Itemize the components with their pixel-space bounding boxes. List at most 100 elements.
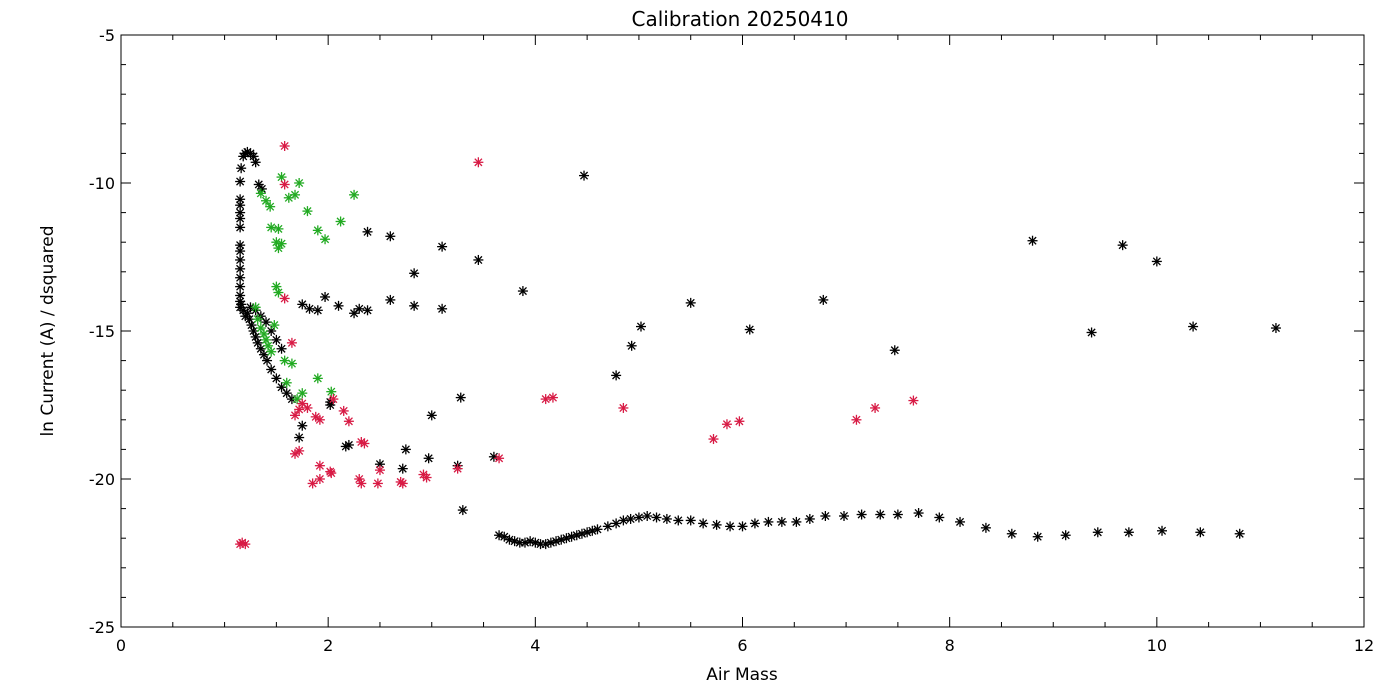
data-point bbox=[263, 340, 274, 351]
data-point bbox=[235, 263, 246, 274]
data-point bbox=[235, 246, 246, 257]
data-point bbox=[273, 223, 284, 234]
data-point bbox=[286, 337, 297, 348]
x-tick-label: 0 bbox=[116, 636, 126, 655]
data-point bbox=[266, 364, 277, 375]
y-tick-label: -10 bbox=[89, 174, 115, 193]
data-point bbox=[1060, 530, 1071, 541]
data-point bbox=[349, 189, 360, 200]
data-point bbox=[626, 340, 637, 351]
data-point bbox=[409, 268, 420, 279]
data-point bbox=[326, 468, 337, 479]
data-point bbox=[791, 516, 802, 527]
data-point bbox=[856, 509, 867, 520]
data-point bbox=[302, 206, 313, 217]
data-point bbox=[312, 373, 323, 384]
data-point bbox=[397, 478, 408, 489]
data-point bbox=[276, 238, 287, 249]
data-point bbox=[262, 355, 273, 366]
data-point bbox=[494, 453, 505, 464]
y-tick-label: -15 bbox=[89, 322, 115, 341]
data-point bbox=[602, 521, 613, 532]
data-point bbox=[455, 392, 466, 403]
data-point bbox=[290, 448, 301, 459]
data-point bbox=[839, 511, 850, 521]
x-tick-label: 10 bbox=[1147, 636, 1167, 655]
data-point bbox=[235, 176, 246, 187]
data-point bbox=[955, 516, 966, 527]
chart-title: Calibration 20250410 bbox=[632, 7, 849, 31]
data-point bbox=[276, 343, 287, 354]
data-point bbox=[314, 414, 325, 425]
data-point bbox=[1195, 527, 1206, 538]
data-point bbox=[320, 291, 331, 302]
data-point bbox=[304, 303, 315, 314]
data-point bbox=[343, 439, 354, 450]
data-point bbox=[908, 395, 919, 406]
data-point bbox=[875, 509, 886, 520]
data-point bbox=[354, 303, 365, 314]
data-point bbox=[374, 465, 385, 476]
data-point bbox=[1032, 531, 1043, 542]
data-point bbox=[721, 419, 732, 430]
data-point bbox=[307, 478, 318, 489]
data-point bbox=[385, 231, 396, 242]
data-point bbox=[698, 518, 709, 529]
data-point bbox=[265, 201, 276, 212]
x-tick-label: 4 bbox=[530, 636, 540, 655]
data-point bbox=[314, 474, 325, 484]
data-point bbox=[294, 178, 305, 188]
data-point bbox=[255, 188, 266, 199]
data-point bbox=[312, 225, 323, 236]
data-point bbox=[625, 513, 636, 524]
data-point bbox=[250, 157, 261, 168]
data-point bbox=[281, 377, 292, 388]
data-point bbox=[635, 321, 646, 332]
y-axis-label: ln Current (A) / dsquared bbox=[38, 225, 58, 436]
data-point bbox=[820, 511, 831, 521]
data-point bbox=[457, 505, 468, 516]
data-point bbox=[734, 416, 745, 427]
data-point bbox=[763, 516, 774, 527]
data-point bbox=[708, 434, 719, 445]
data-point bbox=[737, 521, 748, 532]
data-point bbox=[294, 432, 305, 443]
data-point bbox=[749, 518, 760, 529]
data-point bbox=[421, 472, 432, 483]
data-point bbox=[744, 324, 755, 335]
data-point bbox=[642, 511, 653, 521]
data-point bbox=[269, 320, 280, 331]
data-point bbox=[889, 345, 900, 356]
data-point bbox=[333, 300, 344, 311]
data-point bbox=[273, 243, 284, 254]
data-point bbox=[356, 478, 367, 489]
data-point bbox=[711, 519, 722, 530]
data-point bbox=[618, 402, 629, 413]
data-point bbox=[592, 524, 603, 535]
data-point bbox=[235, 222, 246, 233]
data-point bbox=[1006, 528, 1017, 539]
data-point bbox=[335, 216, 346, 227]
data-point bbox=[359, 438, 370, 449]
data-point bbox=[271, 334, 282, 345]
data-point bbox=[273, 287, 284, 298]
data-point bbox=[1151, 256, 1162, 267]
data-point bbox=[851, 414, 862, 425]
data-point bbox=[286, 358, 297, 369]
data-point bbox=[437, 241, 448, 252]
data-point bbox=[236, 163, 247, 174]
data-point bbox=[276, 172, 287, 183]
data-point bbox=[980, 522, 991, 533]
data-point bbox=[372, 478, 383, 489]
data-point bbox=[1123, 527, 1134, 538]
x-axis-label: Air Mass bbox=[706, 665, 778, 685]
data-point bbox=[870, 402, 881, 413]
data-point bbox=[1027, 235, 1038, 246]
data-point bbox=[297, 388, 308, 399]
data-point bbox=[400, 444, 411, 455]
data-point bbox=[934, 512, 945, 523]
data-point bbox=[540, 394, 551, 405]
data-point bbox=[235, 254, 246, 265]
data-point bbox=[437, 303, 448, 314]
